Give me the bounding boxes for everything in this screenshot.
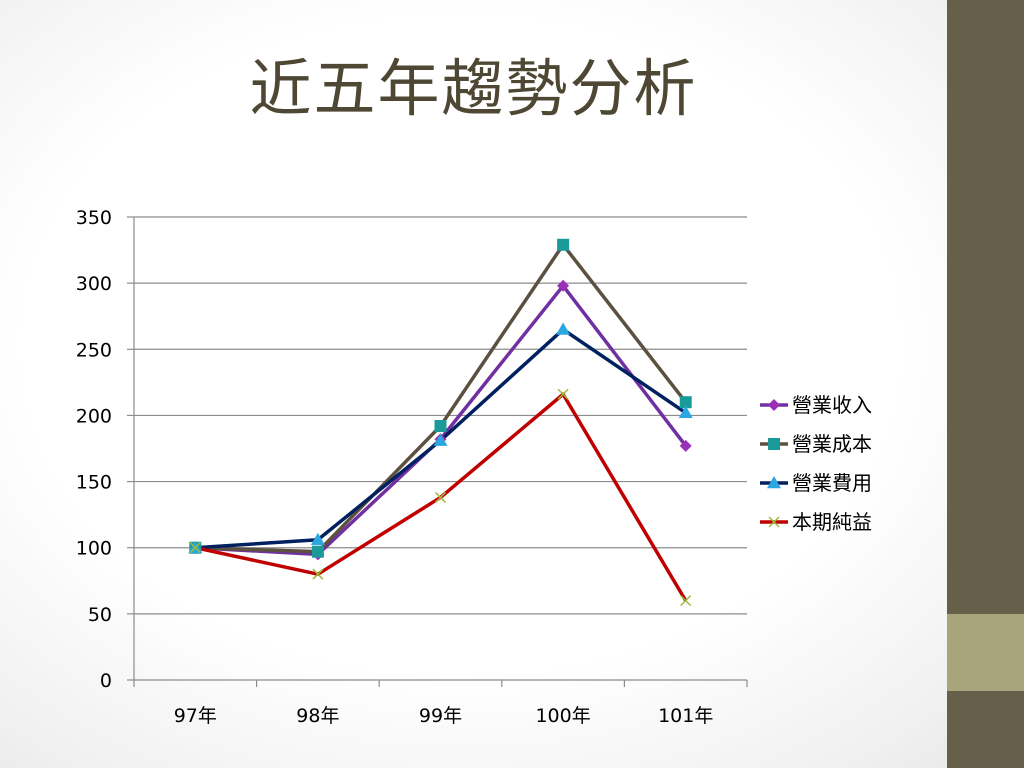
y-tick-label: 250 bbox=[76, 339, 112, 361]
data-point-s3-2 bbox=[310, 532, 325, 546]
legend-marker bbox=[768, 516, 780, 528]
legend-marker bbox=[768, 438, 780, 450]
data-point-s2-3 bbox=[434, 420, 447, 433]
y-tick-label: 0 bbox=[100, 670, 112, 692]
y-tick-label: 50 bbox=[88, 604, 112, 626]
x-tick-label: 100年 bbox=[535, 705, 590, 727]
data-point-s2-4 bbox=[557, 238, 570, 251]
legend-marker bbox=[767, 476, 781, 489]
data-point-s3-5 bbox=[678, 405, 693, 419]
y-tick-label: 200 bbox=[76, 405, 112, 427]
data-point-s1-4 bbox=[557, 279, 570, 292]
legend-label: 營業費用 bbox=[792, 471, 872, 495]
x-tick-label: 99年 bbox=[419, 705, 462, 727]
x-tick-label: 98年 bbox=[296, 705, 339, 727]
side-bar-accent bbox=[947, 614, 1024, 691]
data-point-s4-1 bbox=[189, 542, 201, 554]
y-tick-label: 150 bbox=[76, 472, 112, 494]
legend-label: 營業收入 bbox=[792, 393, 872, 417]
line-chart: 0 50 100 150 200 250 300 350 97年 98年 99年 100年 101年 營業… bbox=[76, 207, 872, 727]
series-line-2 bbox=[195, 243, 688, 554]
y-tick-label: 300 bbox=[76, 273, 112, 295]
slide-title: 近五年趨勢分析 bbox=[249, 52, 698, 125]
data-point-s2-2 bbox=[311, 545, 324, 558]
legend-marker bbox=[768, 399, 780, 411]
legend-label: 營業成本 bbox=[792, 432, 872, 456]
data-point-s4-5 bbox=[680, 595, 692, 607]
data-point-s4-3 bbox=[434, 491, 447, 503]
x-tick-label: 97年 bbox=[174, 705, 217, 727]
data-point-s3-3 bbox=[433, 433, 448, 446]
data-point-s2-5 bbox=[679, 396, 692, 409]
data-point-s4-4 bbox=[557, 388, 569, 400]
y-tick-label: 350 bbox=[76, 207, 112, 229]
y-tick-label: 100 bbox=[76, 538, 112, 560]
data-point-s1-5 bbox=[679, 439, 692, 452]
data-point-s4-2 bbox=[312, 568, 324, 580]
legend-label: 本期純益 bbox=[792, 510, 872, 534]
x-tick-label: 101年 bbox=[658, 705, 713, 727]
data-point-s3-4 bbox=[556, 322, 571, 335]
